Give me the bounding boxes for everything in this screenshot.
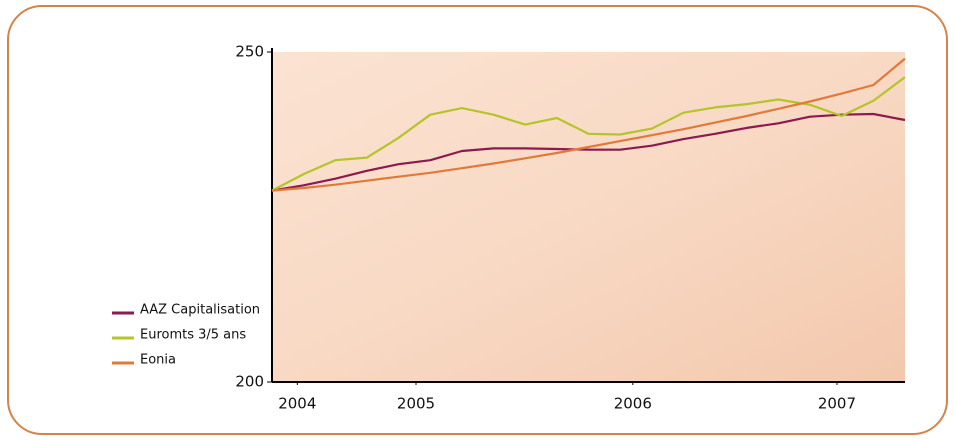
series-line — [271, 57, 906, 192]
legend-label: Eonia — [140, 353, 176, 368]
x-tick-label: 2007 — [818, 395, 856, 413]
x-tick-label: 2005 — [397, 395, 435, 413]
plot-background — [272, 52, 905, 382]
x-tick-label: 2004 — [278, 395, 316, 413]
legend-label: AAZ Capitalisation — [140, 303, 260, 318]
y-tick-label: 250 — [235, 43, 264, 61]
y-tick-label: 200 — [235, 373, 264, 391]
legend-label: Euromts 3/5 ans — [140, 328, 246, 343]
series-line — [271, 112, 906, 192]
x-tick-label: 2006 — [614, 395, 652, 413]
